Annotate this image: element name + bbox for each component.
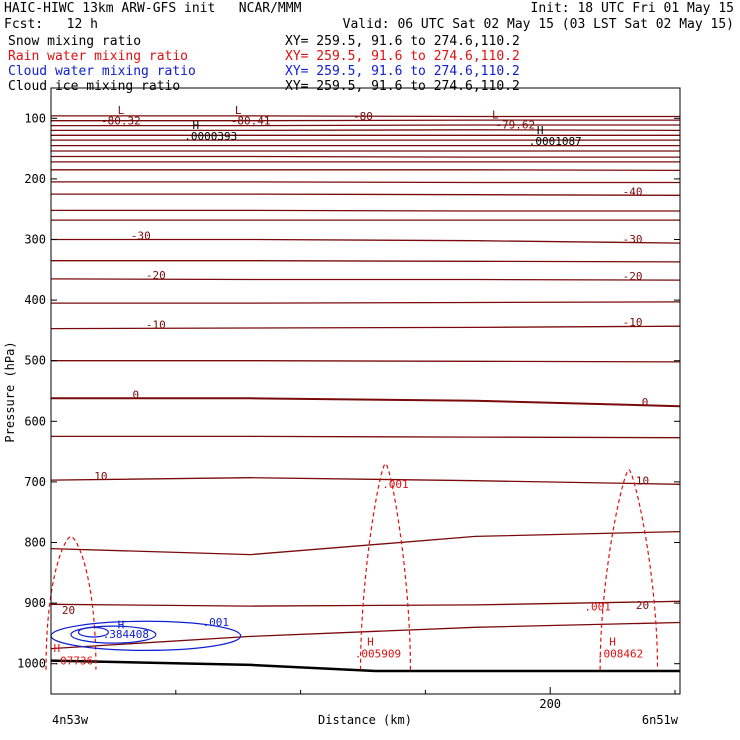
temp-contour-label-3: -79.62	[495, 119, 535, 132]
y-tick-label-600: 600	[24, 414, 46, 428]
y-tick-label-100: 100	[24, 111, 46, 125]
temperature-contours	[50, 115, 681, 673]
isoline-24	[50, 530, 681, 556]
rain-max-value-2: .008462	[597, 648, 643, 661]
field-ice-name: Cloud ice mixing ratio	[8, 79, 181, 94]
rain-plume-right	[599, 469, 659, 670]
temp-extreme-marker-2: L	[492, 108, 499, 121]
isoline-2	[51, 124, 680, 127]
cloud-water-core	[77, 626, 110, 638]
cloud-max-marker-0: H	[118, 619, 125, 632]
isoline-23	[50, 477, 681, 485]
y-tick-label-800: 800	[24, 536, 46, 550]
rain-max-value-1: .005909	[355, 648, 401, 661]
temp-contour-label-11: 0	[133, 388, 140, 401]
isoline-13	[51, 209, 680, 212]
field-rain-xy: XY= 259.5, 91.6 to 274.6,110.2	[285, 49, 520, 64]
isoline-26	[50, 621, 681, 650]
snow-extreme-value-1: .0001087	[529, 135, 582, 148]
x-tick-label-200: 200	[539, 697, 561, 711]
temp-contour-label-6: -30	[623, 233, 643, 246]
temp-contour-label-4: -40	[623, 185, 643, 198]
temp-contour-label-1: -80.41	[231, 114, 271, 127]
field-ice-xy: XY= 259.5, 91.6 to 274.6,110.2	[285, 79, 520, 94]
isoline-1	[51, 119, 680, 122]
isoline-11	[51, 181, 680, 184]
forecast-hour: Fcst: 12 h	[4, 17, 98, 32]
x-axis-label: Distance (km)	[318, 713, 412, 727]
isoline-16	[51, 260, 681, 263]
temp-contour-label-15: 20	[62, 604, 75, 617]
rain-max-marker-0: H	[53, 642, 60, 655]
isoline-21	[51, 397, 681, 408]
plot-title: HAIC-HIWC 13km ARW-GFS init NCAR/MMM	[4, 1, 302, 16]
left-endpoint-label: 4n53w	[52, 713, 89, 727]
y-axis-label: Pressure (hPa)	[3, 341, 17, 442]
isoline-8	[51, 155, 680, 158]
cloud-max-value-0: .384408	[103, 628, 149, 641]
isoline-19	[50, 325, 681, 330]
init-time: Init: 18 UTC Fri 01 May 15	[530, 1, 735, 16]
cloud-contour-label-0: .001	[202, 616, 229, 629]
temp-extreme-marker-0: L	[118, 104, 125, 117]
temp-contour-label-5: -30	[131, 230, 151, 243]
cloud-water-inner	[70, 625, 157, 644]
field-cloudwater-xy: XY= 259.5, 91.6 to 274.6,110.2	[285, 64, 520, 79]
temp-contour-label-14: 10	[636, 474, 649, 487]
temp-contour-label-2: -80	[353, 110, 373, 123]
rain-max-marker-1: H	[367, 636, 374, 649]
isoline-10	[51, 169, 681, 172]
field-rain-name: Rain water mixing ratio	[8, 49, 189, 64]
temp-extreme-marker-1: L	[235, 104, 242, 117]
snow-extreme-value-0: .0000393	[184, 130, 237, 143]
y-tick-label-900: 900	[24, 596, 46, 610]
isoline-0	[51, 115, 680, 118]
temp-contour-label-0: -80.32	[101, 114, 141, 127]
snow-extreme-marker-1: H	[537, 124, 544, 137]
temp-contour-label-12: 0	[642, 396, 649, 409]
temp-contour-label-8: -20	[623, 270, 643, 283]
terrain-line	[50, 659, 680, 673]
temp-contour-label-7: -20	[146, 269, 166, 282]
isoline-3	[51, 129, 681, 132]
isoline-17	[50, 278, 681, 281]
isoline-22	[51, 435, 681, 439]
y-tick-label-200: 200	[24, 172, 46, 186]
y-tick-label-1000: 1000	[17, 657, 46, 671]
field-snow-xy: XY= 259.5, 91.6 to 274.6,110.2	[285, 34, 520, 49]
rain-contour-label-0: .001	[382, 478, 409, 491]
field-snow-name: Snow mixing ratio	[8, 34, 142, 49]
temp-contour-label-9: -10	[146, 319, 166, 332]
isoline-20	[51, 360, 681, 363]
rain-max-marker-2: H	[609, 636, 616, 649]
temp-contour-label-16: 20	[636, 599, 649, 612]
snow-extreme-marker-0: H	[192, 119, 199, 132]
contour-labels: -80.32 -80.41 -80 -79.62 -40 -30 -30 -20 -20 -10 -…	[53, 104, 649, 667]
right-endpoint-label: 6n51w	[642, 713, 679, 727]
temp-contour-label-13: 10	[94, 470, 107, 483]
valid-time: Valid: 06 UTC Sat 02 May 15 (03 LST Sat …	[342, 17, 734, 32]
isoline-12	[51, 193, 681, 196]
y-tick-label-500: 500	[24, 354, 46, 368]
field-cloudwater-name: Cloud water mixing ratio	[8, 64, 196, 79]
temp-contour-label-10: -10	[623, 316, 643, 329]
rain-max-value-0: .07736	[53, 654, 93, 667]
isoline-15	[51, 238, 681, 244]
rain-contour-label-1: .001	[584, 600, 611, 613]
plot-frame	[50, 87, 681, 695]
isoline-18	[51, 301, 681, 304]
y-tick-label-400: 400	[24, 293, 46, 307]
y-tick-label-300: 300	[24, 233, 46, 247]
y-tick-label-700: 700	[24, 475, 46, 489]
